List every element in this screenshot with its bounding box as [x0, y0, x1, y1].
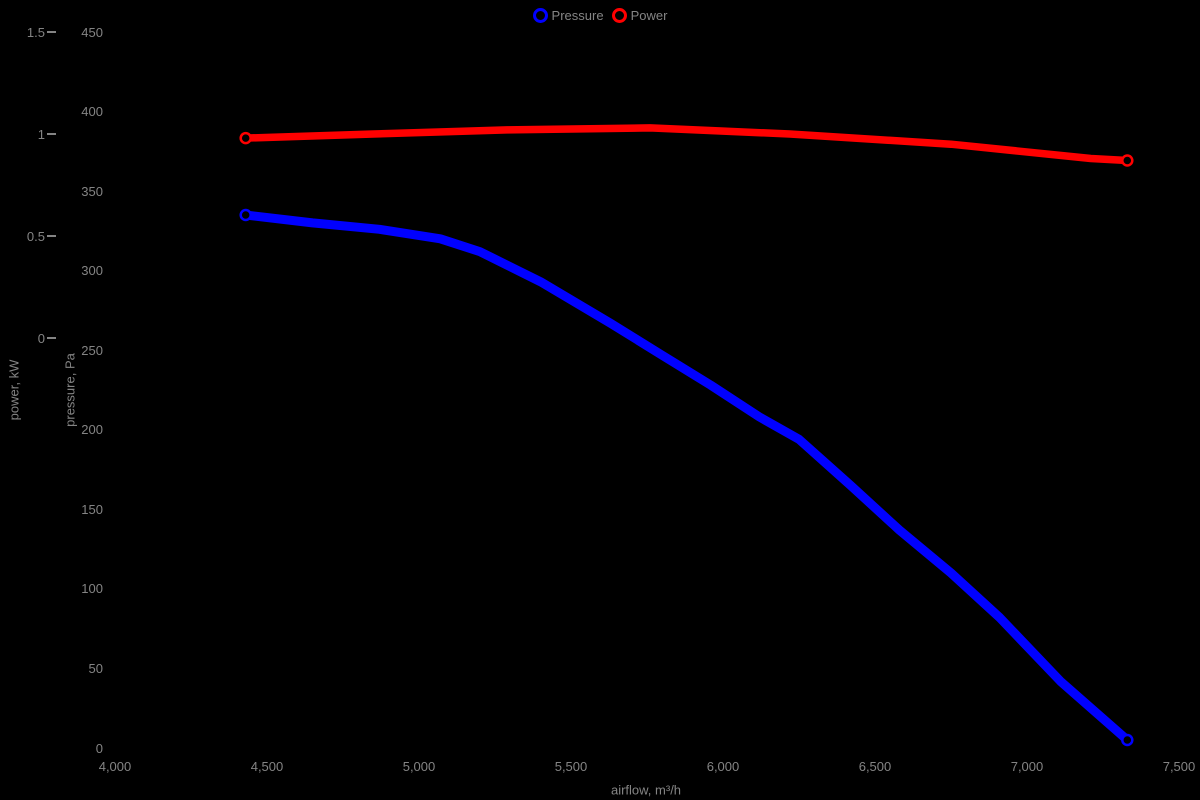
legend-item-pressure[interactable]: Pressure — [532, 8, 604, 23]
pressure-endpoint-marker-icon — [239, 208, 252, 222]
legend-label-power: Power — [630, 8, 668, 23]
x-axis-title: airflow, m³/h — [610, 782, 682, 798]
power-tick-label: 0.5 — [26, 228, 45, 244]
pressure-axis-title: pressure, Pa — [62, 353, 78, 427]
x-tick-label: 5,500 — [554, 759, 588, 774]
power-tick-label: 0 — [37, 330, 45, 346]
x-tick-label: 4,500 — [250, 759, 284, 774]
pressure-tick-label: 200 — [81, 422, 103, 438]
power-tick-mark — [47, 337, 56, 339]
pressure-tick-label: 150 — [81, 501, 103, 517]
pressure-tick-label: 450 — [81, 24, 103, 40]
power-tick-label: 1 — [37, 126, 45, 142]
x-tick-label: 4,000 — [98, 759, 132, 774]
pressure-marker-icon — [532, 8, 548, 23]
pressure-tick-label: 0 — [95, 740, 103, 756]
power-tick-mark — [47, 133, 56, 135]
pressure-tick-label: 250 — [81, 342, 103, 358]
pressure-tick-label: 50 — [88, 660, 103, 676]
pressure-endpoint-marker-icon — [1121, 733, 1134, 747]
power-axis-title: power, kW — [6, 359, 22, 421]
power-tick-mark — [47, 31, 56, 33]
power-tick-mark — [47, 235, 56, 237]
x-tick-label: 7,000 — [1010, 759, 1044, 774]
x-tick-label: 6,000 — [706, 759, 740, 774]
pressure-tick-label: 300 — [81, 263, 103, 279]
legend-item-power[interactable]: Power — [611, 8, 668, 23]
x-tick-label: 7,500 — [1162, 759, 1196, 774]
pressure-tick-label: 100 — [81, 581, 103, 597]
power-tick-label: 1.5 — [26, 24, 45, 40]
power-marker-icon — [611, 8, 627, 23]
pressure-tick-label: 350 — [81, 183, 103, 199]
power-curve — [241, 124, 1132, 165]
power-endpoint-marker-icon — [239, 131, 252, 145]
power-endpoint-marker-icon — [1121, 154, 1134, 167]
chart-legend: Pressure Power — [0, 8, 1200, 23]
pressure-curve — [241, 210, 1132, 745]
legend-label-pressure: Pressure — [551, 8, 604, 23]
x-tick-label: 6,500 — [858, 759, 892, 774]
x-tick-label: 5,000 — [402, 759, 436, 774]
pressure-tick-label: 400 — [81, 104, 103, 120]
